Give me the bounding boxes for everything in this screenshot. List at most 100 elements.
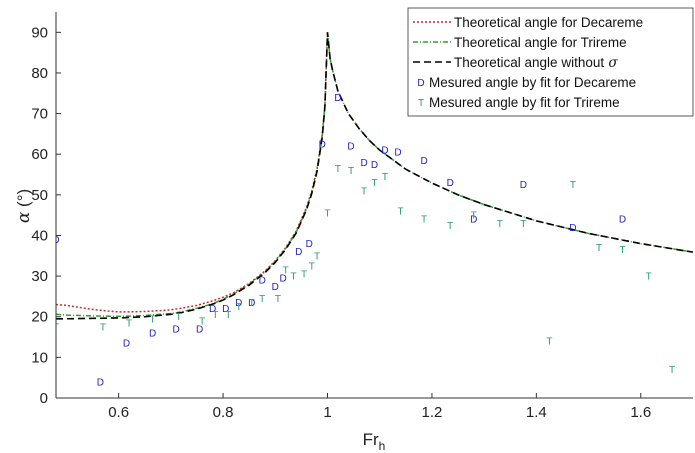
decareme-data-point: D bbox=[248, 298, 255, 309]
decareme-data-point: D bbox=[149, 328, 156, 339]
decareme-data-point: D bbox=[619, 215, 626, 226]
theoretical-curves bbox=[56, 32, 693, 320]
decareme-data-point: D bbox=[222, 304, 229, 315]
trireme-data-point: T bbox=[398, 207, 404, 218]
legend-marker-swatch: D bbox=[417, 78, 424, 89]
trireme-data-point: T bbox=[497, 219, 503, 230]
trireme-data-point: T bbox=[646, 272, 652, 283]
y-axis-title: α (°) bbox=[14, 189, 34, 223]
decareme-data-point: D bbox=[209, 304, 216, 315]
x-axis-title-subscript: h bbox=[379, 439, 386, 453]
decareme-data-point: D bbox=[306, 239, 313, 250]
trireme-data-point: T bbox=[212, 310, 218, 321]
y-tick-label: 20 bbox=[31, 309, 48, 326]
trireme-data-point: T bbox=[348, 166, 354, 177]
legend-label: Theoretical angle for Trireme bbox=[454, 35, 627, 50]
x-axis-title-main: Fr bbox=[363, 430, 379, 449]
trireme-data-point: T bbox=[596, 243, 602, 254]
decareme-data-point: D bbox=[360, 158, 367, 169]
trireme-data-point: T bbox=[361, 186, 367, 197]
decareme-data-point: D bbox=[319, 140, 326, 151]
legend-label: Mesured angle by fit for Decareme bbox=[429, 75, 636, 90]
decareme-data-point: D bbox=[520, 180, 527, 191]
decareme-data-point: D bbox=[447, 178, 454, 189]
y-tick-label: 10 bbox=[31, 349, 48, 366]
x-tick-label: 1.4 bbox=[526, 404, 547, 421]
decareme-data-point: D bbox=[371, 160, 378, 171]
trireme-data-point: T bbox=[199, 316, 205, 327]
trireme-data-point: T bbox=[283, 266, 289, 277]
y-axis-title-greek: α bbox=[14, 211, 34, 223]
trireme-data-point: T bbox=[619, 245, 625, 256]
trireme-data-point: T bbox=[150, 314, 156, 325]
x-axis-title: Frh bbox=[363, 430, 386, 453]
y-tick-label: 30 bbox=[31, 268, 48, 285]
x-tick-label: 1.2 bbox=[422, 404, 443, 421]
trireme-data-point: T bbox=[53, 322, 59, 333]
svg-text:Frh: Frh bbox=[363, 430, 386, 453]
legend: Theoretical angle for Decareme Theoretica… bbox=[407, 7, 694, 117]
decareme-data-point: D bbox=[235, 298, 242, 309]
decareme-data-point: D bbox=[123, 339, 130, 350]
trireme-data-point: T bbox=[520, 219, 526, 230]
svg-text:α (°): α (°) bbox=[14, 189, 34, 223]
trireme-data-point: T bbox=[669, 365, 675, 376]
ticks: 0.6 0.8 1 1.2 1.4 1.6 0 10 20 30 40 50 60 70 80 90 bbox=[31, 24, 651, 421]
decareme-data-point: D bbox=[272, 282, 279, 293]
y-axis-title-unit: (°) bbox=[14, 189, 33, 212]
legend-label: Theoretical angle without σ bbox=[454, 55, 618, 71]
legend-entry: D Mesured angle by fit for Decareme bbox=[417, 75, 636, 90]
trireme-data-point: T bbox=[335, 164, 341, 175]
legend-entry: Theoretical angle without σ bbox=[413, 55, 618, 71]
decareme-data-point: D bbox=[172, 324, 179, 335]
trireme-data-point: T bbox=[421, 215, 427, 226]
decareme-data-point: D bbox=[295, 247, 302, 258]
legend-entry: T Mesured angle by fit for Trireme bbox=[418, 95, 620, 110]
trireme-data-point: T bbox=[382, 172, 388, 183]
decareme-data-point: D bbox=[347, 142, 354, 153]
legend-entry: Theoretical angle for Trireme bbox=[413, 35, 627, 50]
decareme-data-point: D bbox=[420, 156, 427, 167]
trireme-data-point: T bbox=[126, 318, 132, 329]
trireme-data-point: T bbox=[324, 209, 330, 220]
legend-box bbox=[407, 7, 694, 117]
trireme-data-point: T bbox=[309, 261, 315, 272]
x-tick-label: 0.8 bbox=[213, 404, 234, 421]
trireme-data-point: T bbox=[291, 272, 297, 283]
decareme-data-point: D bbox=[280, 274, 287, 285]
y-tick-label: 70 bbox=[31, 106, 48, 123]
decareme-data-point: D bbox=[52, 235, 59, 246]
trireme-data-point: T bbox=[100, 322, 106, 333]
decareme-data-point: D bbox=[381, 146, 388, 157]
decareme-data-point: D bbox=[569, 223, 576, 234]
decareme-data-point: D bbox=[196, 324, 203, 335]
legend-entry: Theoretical angle for Decareme bbox=[413, 15, 643, 30]
y-tick-label: 80 bbox=[31, 65, 48, 82]
trireme-data-point: T bbox=[225, 310, 231, 321]
trireme-data-point: T bbox=[546, 337, 552, 348]
decareme-data-point: D bbox=[470, 215, 477, 226]
x-tick-label: 0.6 bbox=[108, 404, 129, 421]
y-tick-label: 40 bbox=[31, 227, 48, 244]
trireme-data-point: T bbox=[249, 298, 255, 309]
axes bbox=[55, 12, 693, 399]
trireme-data-point: T bbox=[570, 180, 576, 191]
decareme-data-point: D bbox=[334, 93, 341, 104]
measured-markers: DDDDDDDDDDDDDDDDDDDDDDDDDDDDTTTTTTTTTTTT… bbox=[52, 93, 675, 388]
trireme-data-point: T bbox=[314, 251, 320, 262]
legend-label: Theoretical angle for Decareme bbox=[454, 15, 643, 30]
y-tick-label: 90 bbox=[31, 24, 48, 41]
trireme-data-point: T bbox=[259, 294, 265, 305]
trireme-data-point: T bbox=[447, 221, 453, 232]
y-tick-label: 60 bbox=[31, 146, 48, 163]
x-tick-label: 1.6 bbox=[630, 404, 651, 421]
legend-marker-swatch: T bbox=[418, 98, 424, 109]
series-line-3 bbox=[56, 32, 693, 320]
decareme-data-point: D bbox=[97, 377, 104, 388]
y-tick-label: 50 bbox=[31, 187, 48, 204]
trireme-data-point: T bbox=[176, 312, 182, 323]
y-tick-label: 0 bbox=[40, 390, 48, 407]
trireme-data-point: T bbox=[236, 302, 242, 313]
x-tick-label: 1 bbox=[323, 404, 331, 421]
